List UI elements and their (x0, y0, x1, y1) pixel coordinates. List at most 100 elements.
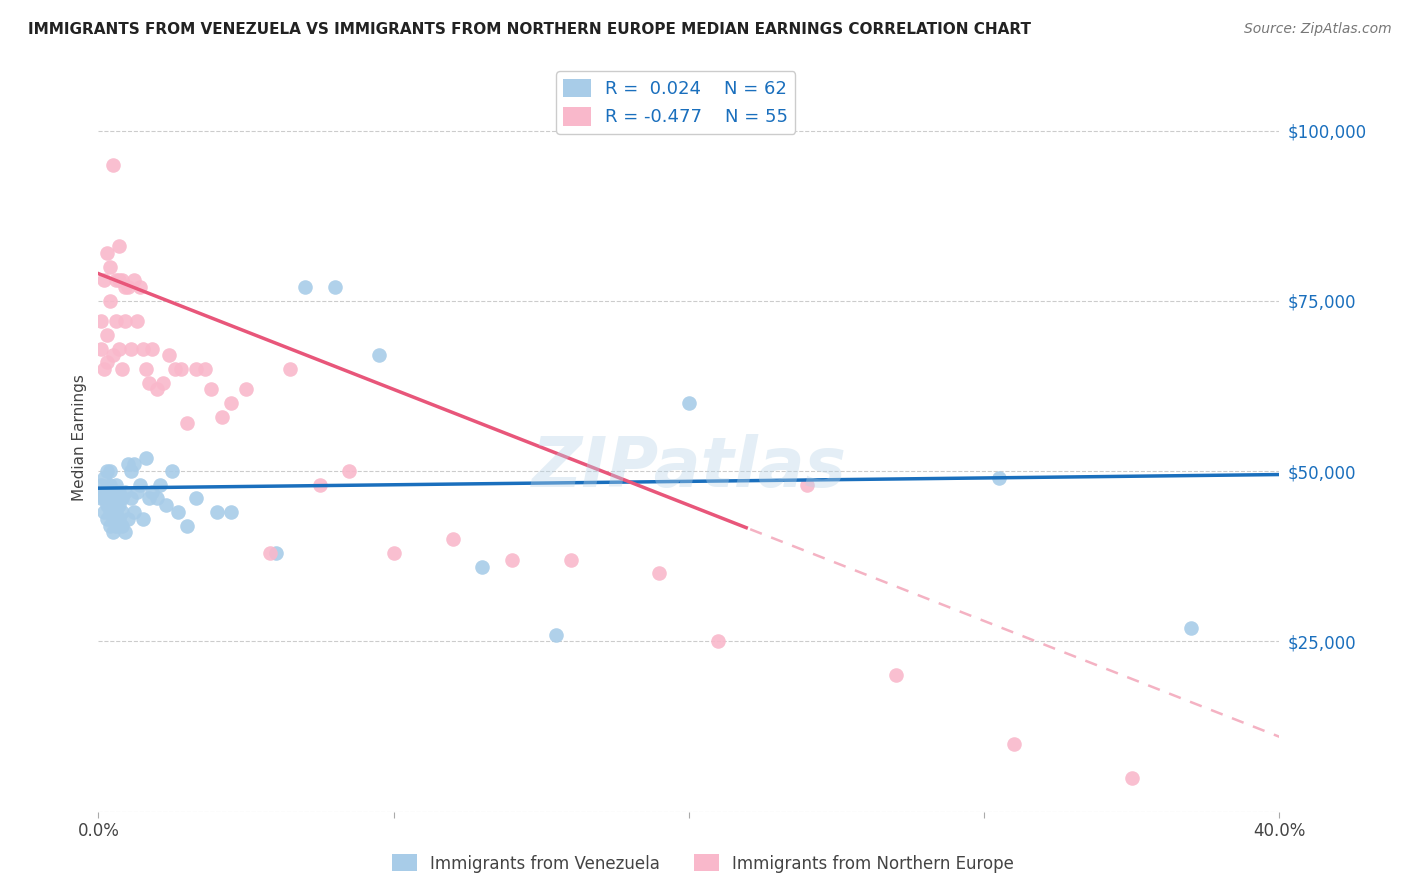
Point (132, 512, 155, 526)
Point (96, 464, 118, 478)
Point (111, 273, 134, 287)
Point (122, 505, 145, 519)
Point (264, 546, 287, 560)
Point (108, 342, 131, 356)
Text: ZIPatlas: ZIPatlas (531, 434, 846, 500)
Point (122, 458, 145, 472)
Point (560, 552, 582, 566)
Point (114, 484, 136, 499)
Point (138, 376, 160, 390)
Point (125, 314, 148, 328)
Point (93, 484, 115, 499)
Point (105, 314, 128, 328)
Point (117, 512, 139, 526)
Point (211, 409, 233, 424)
Point (501, 552, 523, 566)
Point (1002, 737, 1025, 751)
Point (648, 566, 671, 581)
Point (111, 491, 134, 506)
Point (96, 484, 118, 499)
Point (98, 464, 121, 478)
Point (146, 491, 169, 506)
Point (111, 505, 134, 519)
Point (93, 491, 115, 506)
Point (184, 362, 207, 376)
Point (194, 362, 217, 376)
Point (90, 491, 112, 506)
Point (368, 348, 391, 362)
Point (176, 518, 198, 533)
Point (96, 355, 118, 369)
Point (96, 498, 118, 512)
Point (988, 471, 1011, 485)
Point (471, 559, 494, 574)
Point (98, 477, 121, 491)
Point (120, 464, 142, 478)
Point (90, 477, 112, 491)
Point (105, 273, 128, 287)
Point (108, 484, 131, 499)
Point (128, 477, 150, 491)
Point (441, 533, 464, 547)
Point (108, 273, 131, 287)
Point (105, 505, 128, 519)
Point (546, 627, 568, 641)
Point (108, 498, 131, 512)
Point (120, 342, 142, 356)
Point (323, 280, 346, 294)
Point (98, 260, 121, 274)
Point (294, 280, 316, 294)
Point (200, 383, 222, 397)
Y-axis label: Median Earnings: Median Earnings (72, 374, 87, 500)
Point (707, 634, 730, 648)
Point (135, 362, 157, 376)
Point (167, 505, 190, 519)
Point (105, 491, 128, 506)
Point (146, 383, 169, 397)
Point (108, 512, 131, 526)
Point (165, 362, 187, 376)
Point (96, 246, 118, 260)
Legend: R =  0.024    N = 62, R = -0.477    N = 55: R = 0.024 N = 62, R = -0.477 N = 55 (557, 71, 796, 134)
Point (98, 505, 121, 519)
Point (1121, 771, 1143, 785)
Text: IMMIGRANTS FROM VENEZUELA VS IMMIGRANTS FROM NORTHERN EUROPE MEDIAN EARNINGS COR: IMMIGRANTS FROM VENEZUELA VS IMMIGRANTS … (28, 22, 1031, 37)
Point (796, 477, 818, 491)
Point (96, 512, 118, 526)
Point (125, 484, 148, 499)
Point (114, 280, 136, 294)
Point (120, 491, 142, 506)
Point (105, 518, 128, 533)
Point (93, 505, 115, 519)
Point (103, 484, 125, 499)
Point (98, 491, 121, 506)
Point (280, 362, 302, 376)
Point (141, 484, 163, 499)
Point (90, 484, 112, 499)
Point (339, 464, 361, 478)
Point (149, 477, 172, 491)
Point (93, 362, 115, 376)
Point (176, 417, 198, 431)
Point (117, 280, 139, 294)
Point (135, 450, 157, 465)
Point (103, 158, 125, 172)
Point (184, 491, 207, 506)
Point (132, 342, 155, 356)
Point (138, 491, 160, 506)
Point (205, 505, 228, 519)
Point (90, 342, 112, 356)
Point (152, 376, 174, 390)
Point (170, 362, 193, 376)
Point (114, 314, 136, 328)
Point (117, 458, 139, 472)
Point (103, 512, 125, 526)
Point (162, 464, 183, 478)
Point (141, 342, 163, 356)
Text: Source: ZipAtlas.com: Source: ZipAtlas.com (1244, 22, 1392, 37)
Point (155, 498, 177, 512)
Point (90, 314, 112, 328)
Legend: Immigrants from Venezuela, Immigrants from Northern Europe: Immigrants from Venezuela, Immigrants fr… (385, 847, 1021, 880)
Point (259, 546, 281, 560)
Point (235, 383, 257, 397)
